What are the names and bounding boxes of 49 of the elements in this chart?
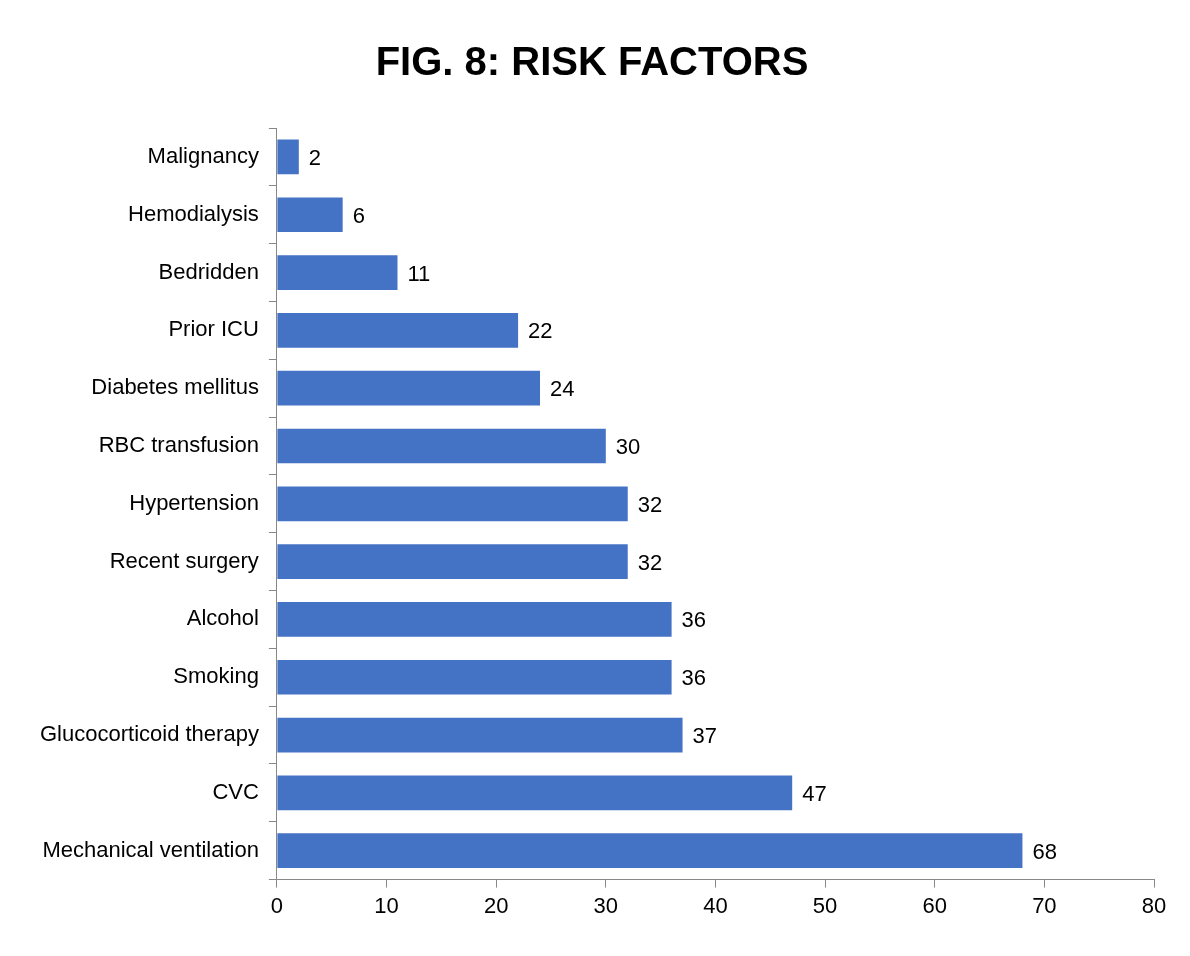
bar: [277, 370, 541, 406]
data-label: 32: [637, 549, 663, 575]
data-label: 37: [692, 723, 718, 749]
bar: [277, 659, 672, 695]
y-tick-label: RBC transfusion: [98, 432, 259, 458]
bar: [277, 197, 343, 233]
y-tick-label: Recent surgery: [109, 547, 259, 573]
data-label: 6: [352, 202, 365, 228]
y-tick-label: Prior ICU: [168, 316, 259, 342]
bar: [277, 139, 299, 175]
y-tick-label: Mechanical ventilation: [42, 836, 259, 862]
data-label: 24: [550, 376, 575, 402]
y-tick-label: CVC: [212, 778, 259, 804]
data-label: 47: [802, 780, 827, 806]
y-tick-label: Smoking: [173, 663, 259, 689]
bar: [277, 486, 628, 522]
y-tick-label: Diabetes mellitus: [91, 374, 259, 400]
x-tick-label: 20: [483, 892, 509, 918]
data-label: 11: [407, 260, 431, 286]
data-label: 68: [1032, 838, 1057, 864]
bar: [277, 255, 398, 290]
bar: [277, 833, 1023, 869]
x-tick-label: 10: [374, 892, 399, 918]
bar: [277, 428, 606, 464]
x-tick-label: 50: [812, 892, 838, 918]
y-tick-label: Bedridden: [158, 258, 259, 284]
bar: [277, 313, 519, 348]
x-tick-label: 80: [1141, 892, 1167, 918]
chart-title: FIG. 8: RISK FACTORS: [375, 39, 809, 84]
y-tick-label: Alcohol: [186, 605, 259, 631]
bar: [277, 544, 628, 579]
data-label: 36: [681, 607, 707, 633]
bar: [277, 602, 672, 637]
x-tick-label: 60: [922, 892, 947, 918]
data-label: 32: [637, 491, 663, 517]
data-label: 36: [681, 665, 707, 691]
y-tick-label: Malignancy: [147, 142, 259, 168]
y-tick-label: Glucocorticoid therapy: [39, 721, 259, 747]
bar: [277, 775, 793, 811]
data-label: 22: [528, 318, 553, 344]
data-label: 2: [308, 144, 322, 170]
data-label: 30: [615, 434, 641, 460]
y-tick-label: Hypertension: [129, 489, 259, 515]
x-tick-label: 70: [1032, 892, 1057, 918]
y-tick-label: Hemodialysis: [128, 200, 259, 226]
x-tick-label: 30: [593, 892, 619, 918]
x-tick-label: 40: [703, 892, 728, 918]
bar: [277, 717, 683, 753]
x-tick-label: 0: [270, 892, 284, 918]
